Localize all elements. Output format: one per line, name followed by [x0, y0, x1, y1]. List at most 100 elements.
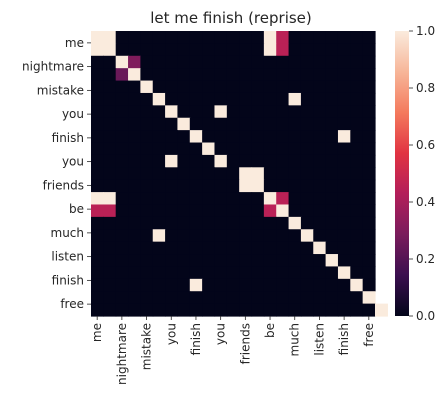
heatmap-cell — [337, 142, 351, 156]
heatmap-cell — [239, 167, 253, 181]
heatmap-cell — [189, 130, 203, 144]
heatmap-cell — [128, 130, 141, 144]
heatmap-cell — [337, 31, 351, 44]
heatmap-cell — [300, 167, 314, 181]
heatmap-cell — [128, 92, 141, 106]
heatmap-cell — [362, 291, 376, 305]
heatmap-cell — [239, 204, 253, 218]
heatmap-cell — [362, 68, 376, 82]
heatmap-cell — [239, 105, 253, 119]
heatmap-cell — [115, 192, 129, 206]
heatmap-cell — [288, 254, 302, 268]
heatmap-cell — [313, 179, 327, 193]
heatmap-cell — [288, 266, 302, 280]
heatmap-cell — [214, 204, 228, 218]
heatmap-cell — [202, 266, 216, 280]
heatmap-cell — [140, 142, 154, 156]
heatmap-cell — [165, 179, 179, 193]
heatmap-cell — [276, 241, 290, 255]
heatmap-cell — [202, 142, 216, 156]
heatmap-cell — [128, 204, 141, 218]
heatmap-cell — [165, 105, 179, 119]
heatmap-cell — [276, 266, 290, 280]
heatmap-cell — [313, 303, 327, 317]
heatmap-cell — [251, 241, 265, 255]
heatmap-cell — [165, 68, 179, 82]
heatmap-cell — [300, 179, 314, 193]
heatmap-cell — [276, 291, 290, 305]
heatmap-cell — [251, 55, 265, 69]
heatmap-cell — [165, 229, 179, 243]
heatmap-cell — [288, 192, 302, 206]
heatmap-cell — [362, 278, 376, 292]
heatmap-cell — [115, 55, 129, 69]
heatmap-cell — [165, 278, 179, 292]
heatmap-cell — [202, 216, 216, 230]
heatmap-cell — [325, 291, 339, 305]
y-tick-labels: me nightmare mistake you finish you friends be m… — [22, 36, 91, 311]
heatmap-cell — [276, 229, 290, 243]
heatmap-cell — [140, 80, 154, 94]
heatmap-cell — [300, 142, 314, 156]
heatmap-cell — [350, 204, 364, 218]
heatmap-cell — [337, 43, 351, 57]
heatmap-cell — [91, 254, 104, 268]
heatmap-cell — [103, 130, 117, 144]
heatmap-cell — [177, 105, 191, 119]
heatmap-cell — [165, 192, 179, 206]
x-tick-label: listen — [312, 323, 326, 356]
heatmap-cell — [263, 80, 277, 94]
heatmap-cell — [313, 80, 327, 94]
heatmap-cell — [288, 241, 302, 255]
heatmap-cell — [251, 92, 265, 106]
heatmap-cell — [337, 291, 351, 305]
heatmap-cell — [177, 303, 191, 317]
heatmap-cell — [239, 303, 253, 317]
heatmap-cell — [165, 80, 179, 94]
heatmap-cell — [251, 192, 265, 206]
heatmap-cell — [152, 105, 166, 119]
heatmap-cell — [239, 278, 253, 292]
heatmap-cell — [165, 55, 179, 69]
heatmap-cell — [91, 167, 104, 181]
heatmap-cell — [115, 278, 129, 292]
heatmap-cell — [350, 266, 364, 280]
heatmap-cell — [337, 80, 351, 94]
heatmap-cell — [214, 254, 228, 268]
heatmap-cell — [91, 291, 104, 305]
heatmap-cell — [226, 92, 240, 106]
heatmap-cell — [128, 31, 141, 44]
heatmap-cell — [103, 216, 117, 230]
y-tick-label: you — [62, 107, 84, 121]
heatmap-cell — [288, 229, 302, 243]
heatmap-cell — [325, 192, 339, 206]
heatmap-cell — [325, 142, 339, 156]
heatmap-cell — [177, 92, 191, 106]
heatmap-cell — [177, 241, 191, 255]
heatmap-cell — [313, 216, 327, 230]
heatmap-cell — [313, 192, 327, 206]
heatmap-cell — [251, 117, 265, 131]
heatmap-cell — [214, 55, 228, 69]
heatmap-cell — [276, 142, 290, 156]
heatmap-cell — [115, 254, 129, 268]
heatmap-cell — [276, 303, 290, 317]
heatmap-cell — [91, 303, 104, 317]
heatmap-cell — [91, 55, 104, 69]
heatmap-cell — [165, 254, 179, 268]
heatmap-cell — [214, 216, 228, 230]
heatmap-cell — [140, 278, 154, 292]
heatmap-cell — [152, 204, 166, 218]
heatmap-cell — [140, 31, 154, 44]
heatmap-cell — [362, 204, 376, 218]
heatmap-cell — [226, 68, 240, 82]
heatmap-cell — [337, 105, 351, 119]
heatmap-cell — [276, 254, 290, 268]
heatmap-cell — [152, 167, 166, 181]
heatmap-cell — [128, 43, 141, 57]
heatmap-cell — [362, 31, 376, 44]
heatmap-cell — [115, 80, 129, 94]
heatmap-cell — [362, 117, 376, 131]
heatmap-cell — [300, 105, 314, 119]
heatmap-cell — [337, 92, 351, 106]
